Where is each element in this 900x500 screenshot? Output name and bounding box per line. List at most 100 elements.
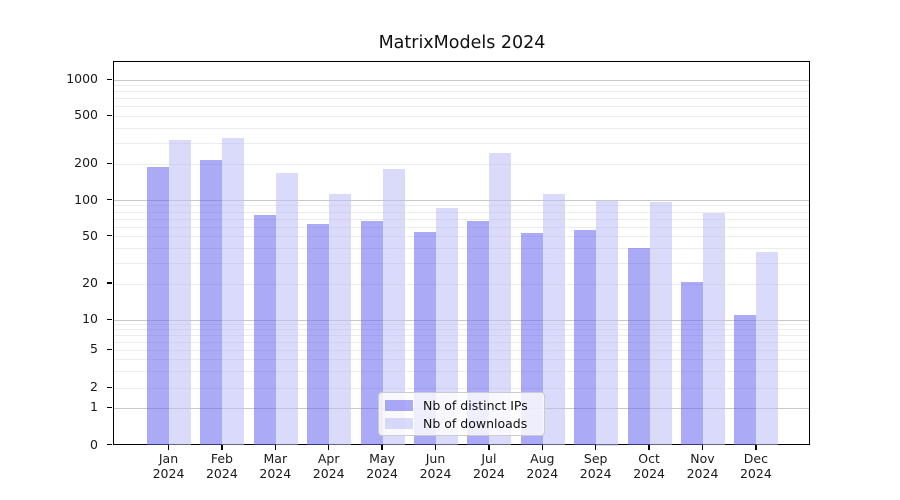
chart-title: MatrixModels 2024 [378, 33, 546, 53]
y-tick-label: 50 [82, 227, 98, 243]
bar-downloads-jan-2024 [169, 139, 191, 446]
gridline-minor [114, 387, 809, 389]
bar-downloads-feb-2024 [222, 138, 245, 446]
gridline-minor [114, 324, 809, 326]
bar-downloads-sep-2024 [596, 200, 619, 446]
x-tick-label: Jul 2024 [472, 450, 505, 482]
legend: Nb of distinct IPs Nb of downloads [378, 392, 545, 436]
y-tick-label: 500 [74, 107, 98, 123]
y-tick-mark [107, 162, 112, 165]
gridline-minor [114, 226, 809, 228]
legend-swatch-downloads [385, 417, 413, 429]
y-tick-mark [107, 198, 112, 201]
gridline-minor [114, 98, 809, 100]
legend-swatch-distinct-ips [385, 399, 413, 411]
y-tick-mark [107, 78, 112, 81]
bar-downloads-jun-2024 [436, 207, 458, 446]
bar-distinct-ips-may-2024 [360, 221, 383, 446]
x-tick-mark [167, 444, 170, 450]
y-tick-label: 5 [90, 341, 98, 357]
gridline-minor [114, 142, 809, 144]
y-tick-label: 10 [82, 311, 98, 327]
x-tick-mark [434, 444, 437, 450]
gridline-minor [114, 262, 809, 264]
bar-distinct-ips-sep-2024 [574, 229, 597, 446]
bar-downloads-mar-2024 [275, 172, 298, 446]
x-tick-label: Apr 2024 [312, 450, 345, 482]
x-tick-label: Sep 2024 [579, 450, 612, 482]
gridline-major [114, 79, 809, 81]
bar-downloads-aug-2024 [542, 193, 565, 446]
x-tick-label: Jun 2024 [419, 450, 452, 482]
y-tick-label: 0 [90, 436, 98, 452]
y-tick-label: 1000 [66, 71, 98, 87]
y-tick-label: 20 [82, 275, 98, 291]
plot-area [113, 61, 810, 446]
bar-downloads-oct-2024 [649, 202, 672, 446]
gridline-minor [114, 205, 809, 207]
x-tick-mark [755, 444, 757, 450]
y-tick-label: 2 [90, 379, 98, 395]
gridline-minor [114, 247, 809, 249]
bar-distinct-ips-oct-2024 [627, 248, 650, 446]
gridline-minor [114, 329, 809, 331]
bar-distinct-ips-jul-2024 [467, 220, 490, 446]
bar-distinct-ips-nov-2024 [681, 281, 703, 446]
y-tick-mark [107, 348, 112, 351]
bar-downloads-apr-2024 [329, 193, 352, 446]
x-tick-mark [488, 444, 490, 450]
bar-distinct-ips-feb-2024 [200, 159, 223, 446]
gridline-major [114, 319, 809, 321]
x-tick-label: Aug 2024 [526, 450, 559, 482]
x-tick-mark [381, 444, 383, 450]
gridline-minor [114, 370, 809, 372]
x-tick-label: Jan 2024 [152, 450, 185, 482]
gridline-minor [114, 127, 809, 129]
x-tick-mark [701, 444, 704, 450]
x-tick-mark [327, 444, 330, 450]
legend-label-downloads: Nb of downloads [423, 415, 528, 431]
y-tick-mark [107, 234, 112, 237]
x-tick-label: Nov 2024 [686, 450, 719, 482]
x-tick-mark [274, 444, 277, 450]
legend-item-downloads: Nb of downloads [385, 416, 538, 431]
bar-downloads-nov-2024 [703, 213, 725, 446]
bar-distinct-ips-jan-2024 [147, 166, 169, 446]
legend-item-distinct-ips: Nb of distinct IPs [385, 398, 538, 413]
y-tick-mark [107, 282, 112, 284]
gridline-minor [114, 359, 809, 361]
bar-downloads-jul-2024 [489, 153, 512, 446]
bar-downloads-may-2024 [382, 168, 405, 446]
gridline-minor [114, 218, 809, 220]
x-tick-label: Dec 2024 [739, 450, 772, 482]
gridline-major [114, 200, 809, 201]
gridline-minor [114, 91, 809, 93]
gridline-minor [114, 106, 809, 108]
y-tick-mark [107, 406, 112, 409]
gridline-minor [114, 163, 809, 165]
bar-distinct-ips-apr-2024 [307, 223, 330, 446]
y-tick-mark [107, 318, 112, 321]
x-tick-label: Mar 2024 [259, 450, 292, 482]
gridline-minor [114, 349, 809, 351]
y-tick-label: 1 [90, 399, 98, 415]
legend-label-distinct-ips: Nb of distinct IPs [423, 397, 528, 413]
x-tick-mark [541, 444, 544, 450]
x-tick-label: Oct 2024 [633, 450, 665, 482]
gridline-minor [114, 115, 809, 117]
gridline-minor [114, 341, 809, 343]
gridline-minor [114, 85, 809, 87]
gridline-minor [114, 211, 809, 213]
y-tick-label: 200 [74, 155, 98, 171]
x-tick-label: May 2024 [366, 450, 398, 482]
bar-distinct-ips-mar-2024 [253, 214, 276, 446]
x-tick-label: Feb 2024 [205, 450, 238, 482]
bar-distinct-ips-dec-2024 [734, 315, 757, 446]
gridline-minor [114, 283, 809, 285]
x-tick-mark [648, 444, 650, 450]
gridline-minor [114, 236, 809, 238]
x-tick-mark [221, 444, 223, 450]
y-tick-mark [107, 386, 112, 389]
bar-downloads-dec-2024 [756, 252, 779, 446]
